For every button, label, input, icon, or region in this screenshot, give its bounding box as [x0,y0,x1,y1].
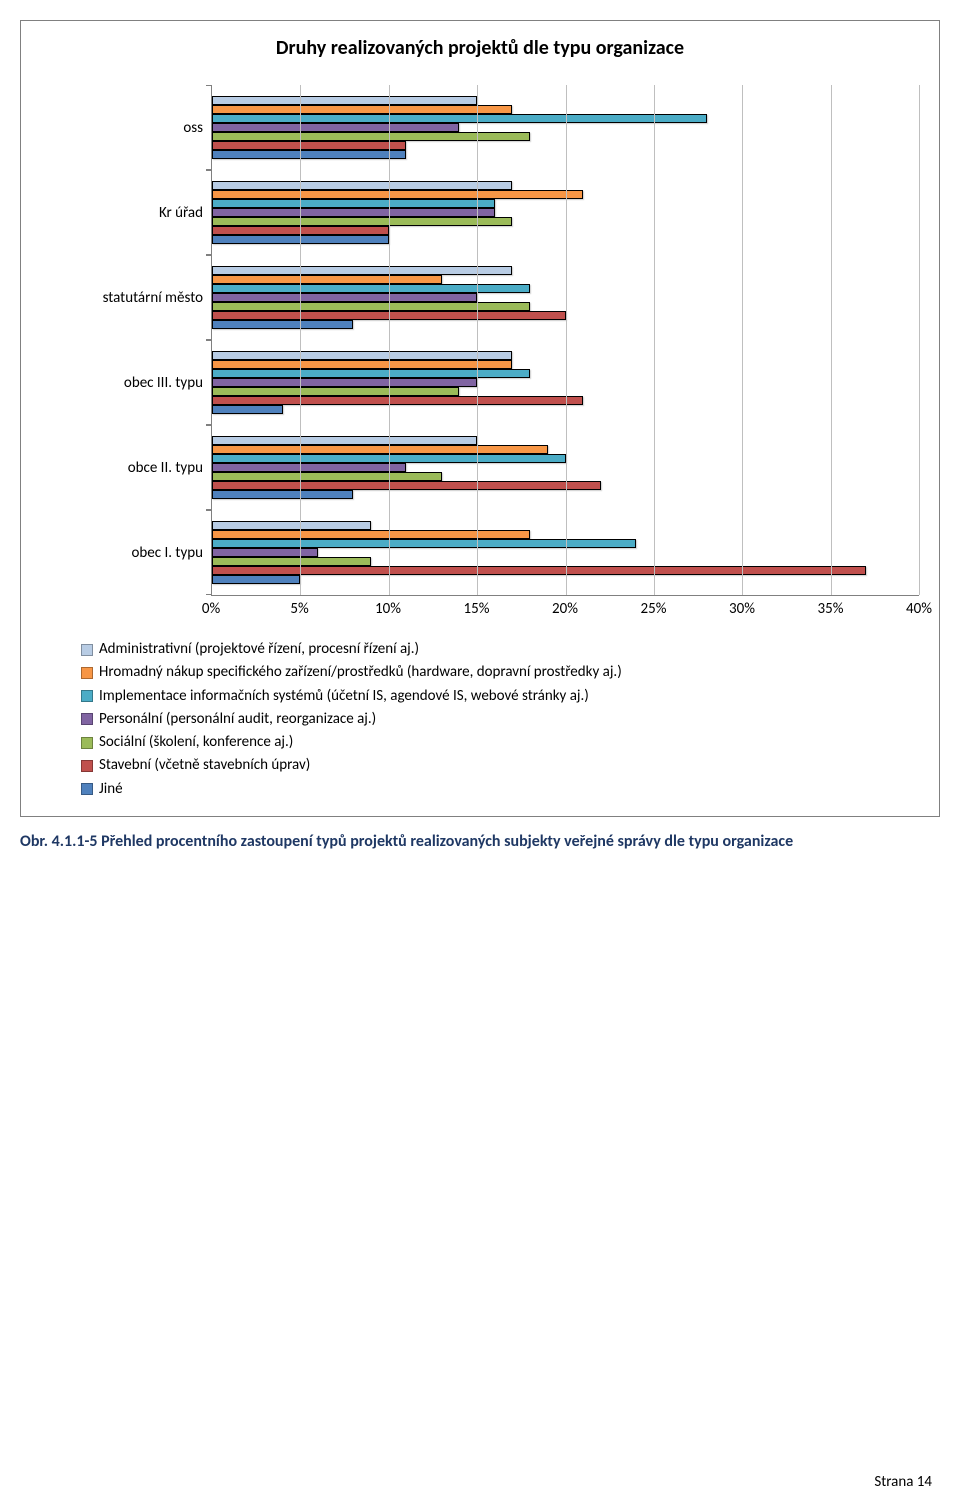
plot-area: ossKr úřadstatutární městoobec III. typu… [41,85,919,596]
legend-swatch [81,760,93,772]
gridline [300,85,301,595]
legend-swatch [81,783,93,795]
bar [212,445,548,454]
bar [212,320,353,329]
bar [212,199,495,208]
legend-swatch [81,737,93,749]
bar [212,150,406,159]
gridline [477,85,478,595]
y-label: Kr úřad [41,170,211,255]
bar [212,302,530,311]
chart-title: Druhy realizovaných projektů dle typu or… [41,36,919,60]
bar [212,548,318,557]
figure-caption: Obr. 4.1.1-5 Přehled procentního zastoup… [20,831,940,853]
x-tick-label: 30% [729,600,755,618]
bar [212,284,530,293]
bar [212,481,601,490]
legend-item: Stavební (včetně stavebních úprav) [81,754,919,777]
legend-swatch [81,667,93,679]
page-footer: Strana 14 [874,1473,932,1491]
legend-label: Stavební (včetně stavebních úprav) [99,754,310,777]
legend-swatch [81,644,93,656]
gridline [389,85,390,595]
legend-item: Administrativní (projektové řízení, proc… [81,638,919,661]
bar [212,132,530,141]
chart-container: Druhy realizovaných projektů dle typu or… [20,20,940,817]
legend-item: Implementace informačních systémů (účetn… [81,685,919,708]
gridline [742,85,743,595]
bar [212,96,477,105]
legend-item: Personální (personální audit, reorganiza… [81,708,919,731]
bar [212,123,459,132]
bar [212,190,583,199]
legend-label: Sociální (školení, konference aj.) [99,731,293,754]
y-label: oss [41,85,211,170]
bar [212,530,530,539]
legend: Administrativní (projektové řízení, proc… [81,638,919,801]
bar [212,266,512,275]
bar [212,141,406,150]
x-tick-label: 0% [202,600,220,618]
bar [212,557,371,566]
bar [212,275,442,284]
bar [212,378,477,387]
bar [212,566,866,575]
bar [212,369,530,378]
x-axis: 0%5%10%15%20%25%30%35%40% [211,596,919,620]
bar [212,351,512,360]
y-label: statutární město [41,255,211,340]
bar [212,490,353,499]
y-label: obec I. typu [41,510,211,595]
gridline [831,85,832,595]
bar [212,208,495,217]
bars-frame [211,85,919,596]
legend-label: Personální (personální audit, reorganiza… [99,708,376,731]
bar [212,396,583,405]
x-tick-label: 25% [641,600,667,618]
legend-item: Jiné [81,778,919,801]
bar [212,539,636,548]
legend-label: Administrativní (projektové řízení, proc… [99,638,419,661]
y-axis-labels: ossKr úřadstatutární městoobec III. typu… [41,85,211,596]
gridline [919,85,920,595]
bar [212,293,477,302]
bar [212,436,477,445]
bar [212,521,371,530]
legend-label: Implementace informačních systémů (účetn… [99,685,589,708]
x-tick-label: 10% [375,600,401,618]
bar [212,105,512,114]
x-tick-label: 20% [552,600,578,618]
bar [212,217,512,226]
legend-label: Hromadný nákup specifického zařízení/pro… [99,661,622,684]
bar [212,405,283,414]
x-tick-label: 40% [906,600,932,618]
bar [212,114,707,123]
legend-label: Jiné [99,778,123,801]
bar [212,181,512,190]
x-tick-label: 35% [818,600,844,618]
gridline [566,85,567,595]
legend-swatch [81,690,93,702]
bar [212,575,300,584]
bar [212,472,442,481]
legend-swatch [81,713,93,725]
legend-item: Sociální (školení, konference aj.) [81,731,919,754]
y-label: obce II. typu [41,425,211,510]
legend-item: Hromadný nákup specifického zařízení/pro… [81,661,919,684]
bar [212,387,459,396]
x-tick-label: 5% [290,600,308,618]
y-label: obec III. typu [41,340,211,425]
bar [212,463,406,472]
bar [212,360,512,369]
x-tick-label: 15% [464,600,490,618]
gridline [654,85,655,595]
